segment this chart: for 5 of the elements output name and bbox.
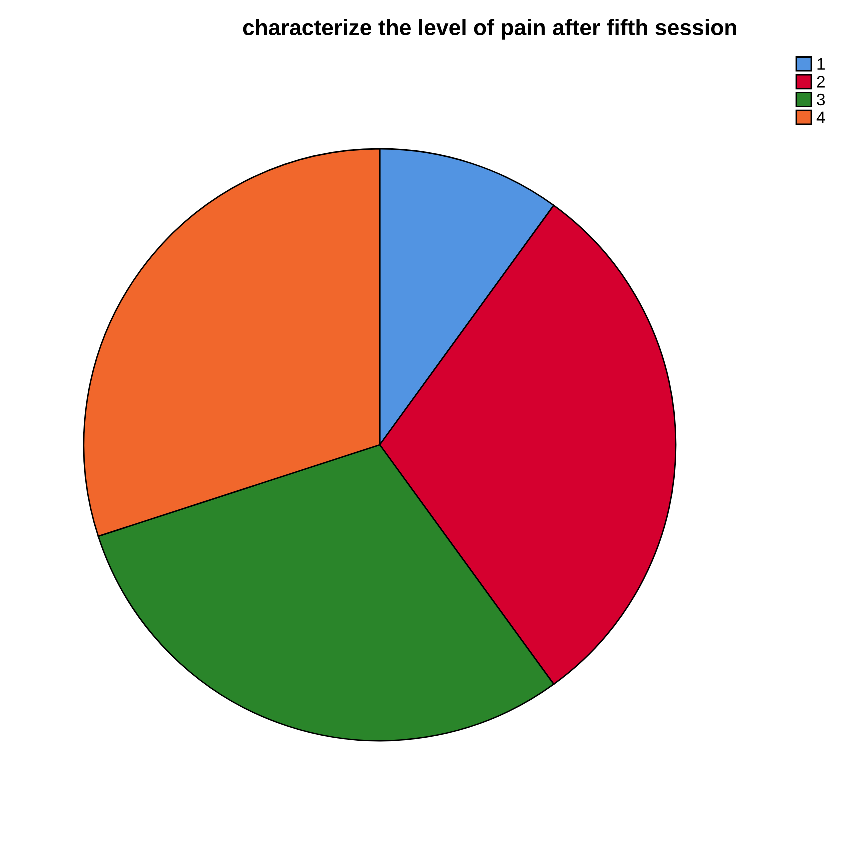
- legend-label: 2: [817, 76, 825, 88]
- legend-label: 4: [816, 112, 826, 124]
- legend-label: 1: [818, 58, 825, 70]
- chart-title: characterize the level of pain after fifth session: [243, 19, 736, 40]
- legend-label: 3: [817, 94, 826, 106]
